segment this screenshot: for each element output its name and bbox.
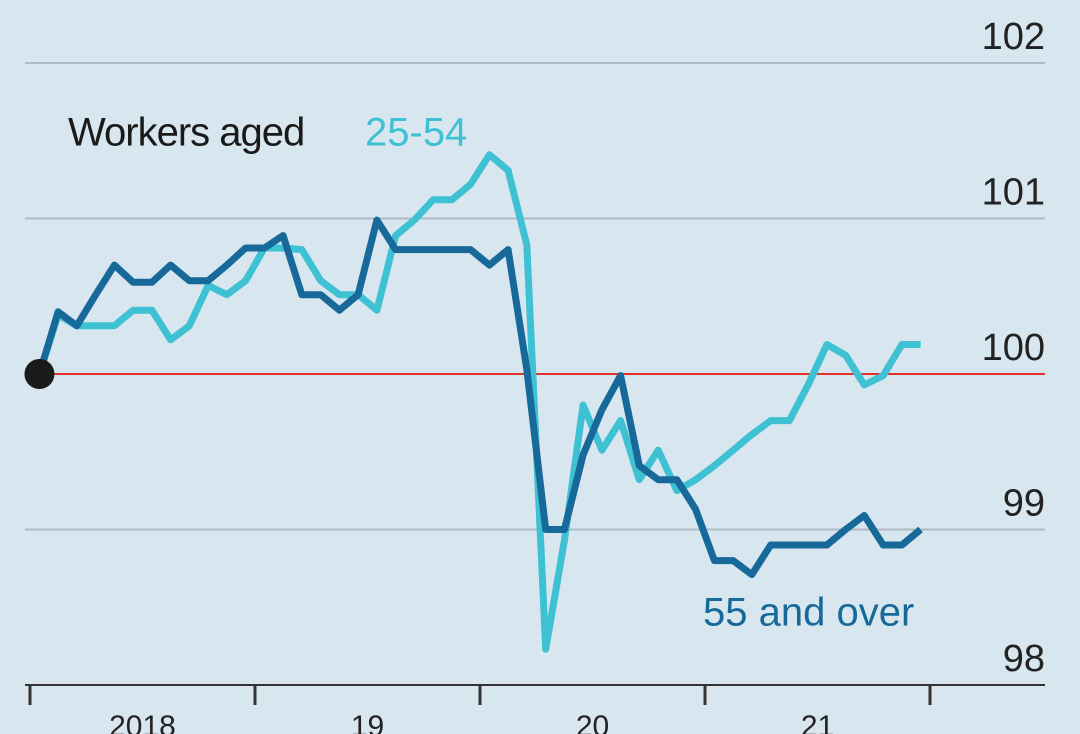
series-line	[36, 216, 923, 579]
x-tick-label: 20	[576, 710, 609, 734]
x-tick-label: 21	[801, 710, 834, 734]
annotation-legend: 55 and over	[703, 591, 914, 635]
y-tick-label: 102	[982, 16, 1045, 58]
x-tick-label: 2018	[109, 710, 176, 734]
series-line	[36, 151, 921, 653]
x-tick-label: 19	[351, 710, 384, 734]
annotation: Workers aged	[68, 111, 304, 155]
start-dot	[24, 359, 55, 389]
y-tick-label: 101	[982, 172, 1045, 214]
annotation-legend: 25-54	[365, 111, 467, 155]
y-tick-label: 99	[1003, 483, 1045, 525]
y-tick-label: 100	[982, 327, 1045, 369]
y-tick-label: 98	[1003, 638, 1045, 680]
